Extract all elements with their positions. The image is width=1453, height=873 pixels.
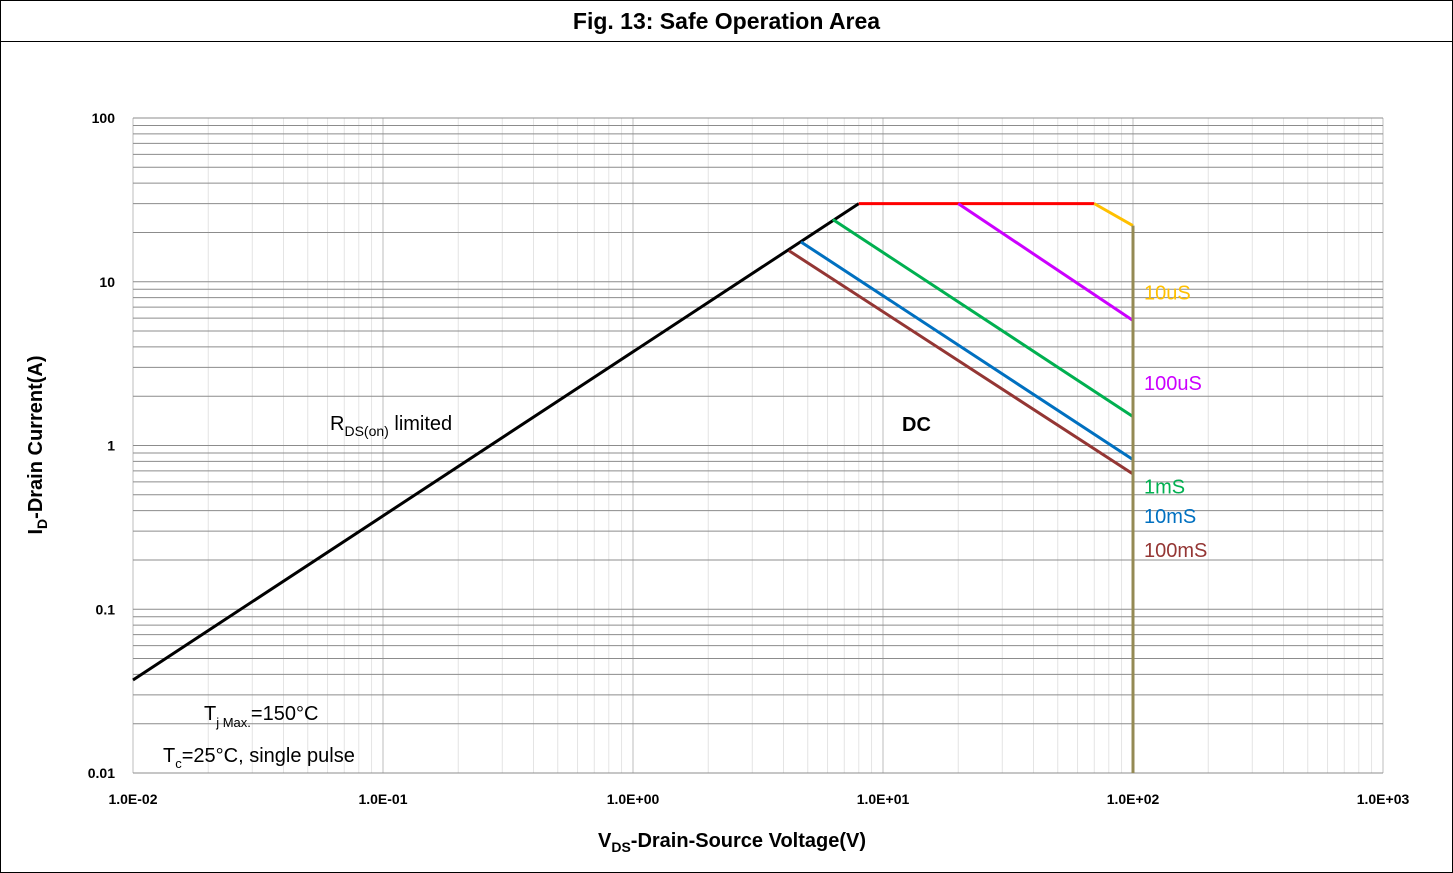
x-axis-label: VDS-Drain-Source Voltage(V) bbox=[598, 830, 866, 855]
tick-labels: 1.0E-02 1.0E-01 1.0E+00 1.0E+01 1.0E+02 1.0E+… bbox=[88, 110, 1410, 807]
x-tick-label: 1.0E+03 bbox=[1357, 791, 1410, 807]
y-tick-label: 10 bbox=[99, 274, 115, 290]
chart-title: Fig. 13: Safe Operation Area bbox=[572, 8, 881, 34]
tc-annotation: Tc=25°C, single pulse bbox=[163, 745, 355, 771]
x-tick-label: 1.0E-02 bbox=[108, 791, 157, 807]
x-tick-label: 1.0E-01 bbox=[358, 791, 407, 807]
series-label-2: 10uS bbox=[1144, 282, 1191, 304]
series-group bbox=[132, 202, 1135, 773]
series-line-2 bbox=[1093, 202, 1134, 227]
series-line-0 bbox=[132, 202, 860, 682]
series-labels: 10uS 100uS 1mS 10mS 100mS bbox=[1144, 282, 1207, 562]
rds-annotation: RDS(on) limited bbox=[330, 413, 452, 439]
x-tick-label: 1.0E+02 bbox=[1107, 791, 1160, 807]
series-label-3: 100uS bbox=[1144, 373, 1202, 395]
grid bbox=[132, 117, 1384, 774]
y-tick-label: 0.1 bbox=[96, 601, 116, 617]
y-tick-label: 0.01 bbox=[88, 765, 115, 781]
series-line-6 bbox=[787, 249, 1134, 476]
series-label-4: 1mS bbox=[1144, 477, 1185, 499]
dc-annotation: DC bbox=[902, 414, 931, 436]
y-tick-label: 1 bbox=[107, 438, 115, 454]
series-label-5: 10mS bbox=[1144, 506, 1196, 528]
series-line-3 bbox=[957, 202, 1134, 322]
x-tick-label: 1.0E+01 bbox=[857, 791, 910, 807]
y-axis-label: ID-Drain Current(A) bbox=[25, 355, 50, 534]
x-tick-label: 1.0E+00 bbox=[607, 791, 660, 807]
series-line-5 bbox=[800, 240, 1134, 461]
tj-annotation: Tj Max.=150°C bbox=[204, 703, 318, 730]
title-bar: Fig. 13: Safe Operation Area bbox=[1, 1, 1452, 42]
series-label-6: 100mS bbox=[1144, 540, 1207, 562]
y-tick-label: 100 bbox=[92, 110, 116, 126]
series-line-4 bbox=[832, 218, 1134, 418]
